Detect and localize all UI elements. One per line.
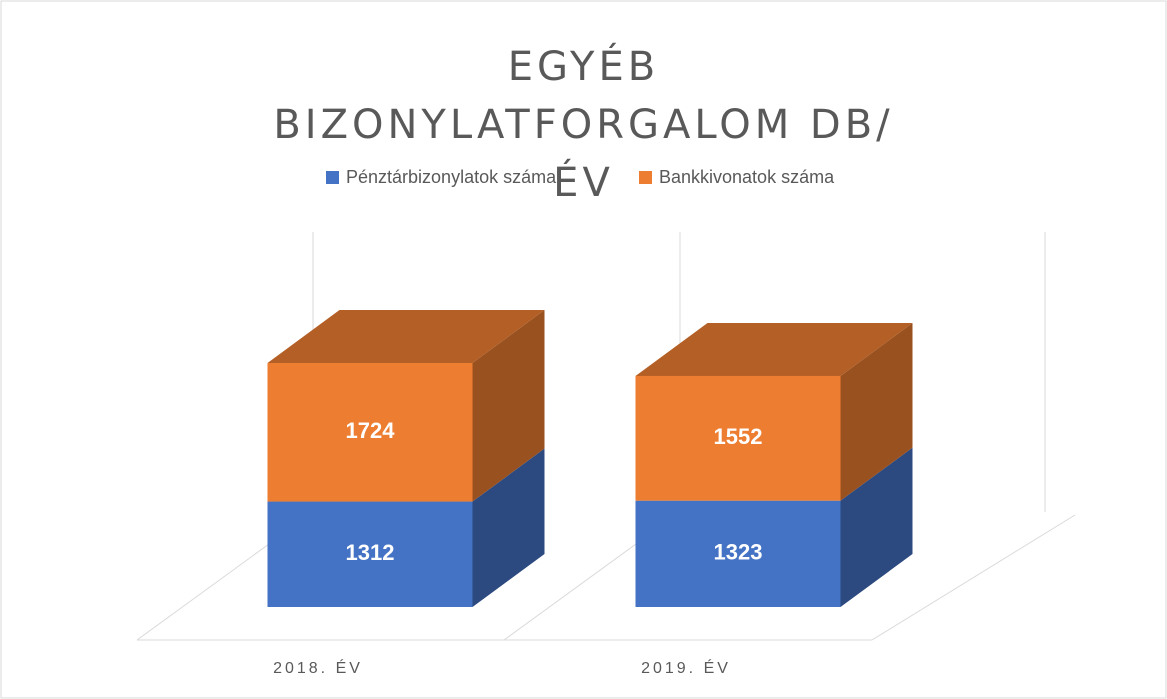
bar — [635, 500, 841, 607]
bar — [267, 363, 473, 502]
bar-top — [635, 322, 913, 376]
bar-top — [267, 310, 545, 363]
legend-swatch — [326, 171, 339, 184]
x-tick-label: 2018. ÉV — [273, 658, 363, 677]
bar-side — [840, 447, 913, 607]
bar — [267, 501, 473, 607]
legend-swatch — [639, 171, 652, 184]
bar-side — [472, 310, 545, 502]
bar-side — [840, 322, 913, 501]
bar — [635, 375, 841, 501]
data-label: 1552 — [714, 424, 763, 449]
x-tick-label: 2019. ÉV — [641, 658, 731, 677]
data-label: 1323 — [714, 540, 763, 565]
legend-label: Pénztárbizonylatok száma — [346, 167, 557, 187]
chart-title: EGYÉB BIZONYLATFORGALOM DB/ÉV — [273, 44, 894, 206]
data-label: 1312 — [346, 540, 395, 565]
legend-label: Bankkivonatok száma — [659, 167, 835, 187]
bar-side — [472, 448, 545, 607]
data-label: 1724 — [346, 418, 396, 443]
floor-line — [871, 514, 1076, 641]
